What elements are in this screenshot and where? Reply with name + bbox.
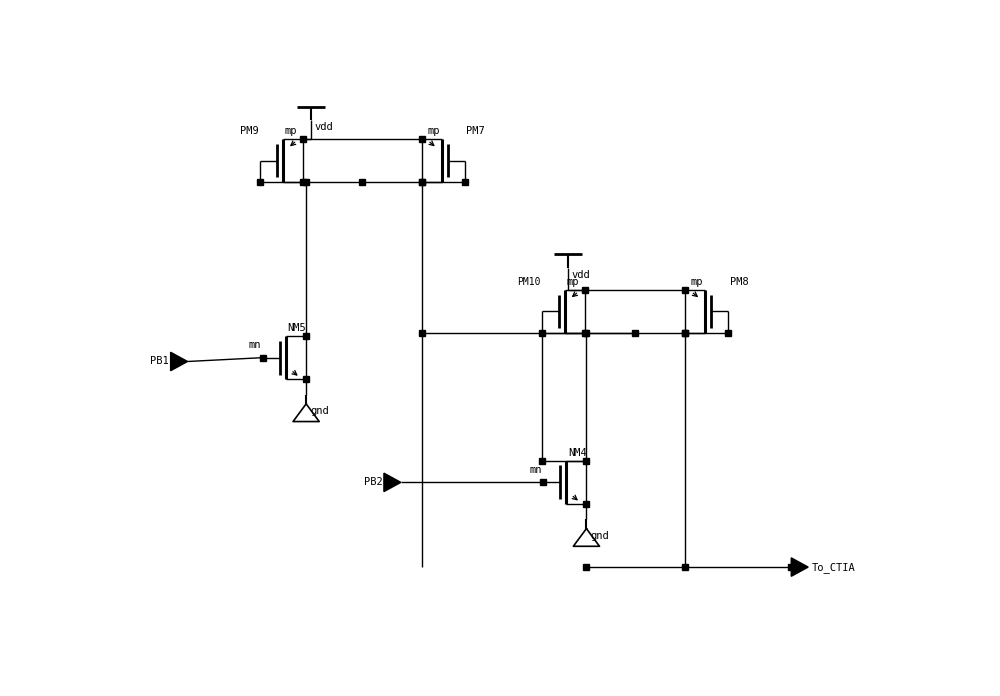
Text: PM9: PM9 [240,126,258,136]
Text: PM7: PM7 [466,126,485,136]
Text: To_CTIA: To_CTIA [811,562,855,573]
Text: NM4: NM4 [568,448,587,458]
Text: mp: mp [566,277,579,287]
Text: PM10: PM10 [517,277,540,287]
Text: vdd: vdd [315,122,333,132]
Text: mp: mp [285,126,297,136]
Text: gnd: gnd [590,531,609,541]
Text: PB2: PB2 [364,477,382,487]
Text: mp: mp [691,277,703,287]
Text: PM8: PM8 [730,277,748,287]
Text: mp: mp [428,126,440,136]
Text: gnd: gnd [310,406,329,416]
Text: vdd: vdd [572,270,591,280]
Text: PB1: PB1 [150,356,169,367]
Text: mn: mn [529,465,542,475]
Polygon shape [791,557,808,576]
Polygon shape [171,352,188,371]
Polygon shape [384,473,401,491]
Text: mn: mn [249,340,261,350]
Text: NM5: NM5 [288,323,306,333]
